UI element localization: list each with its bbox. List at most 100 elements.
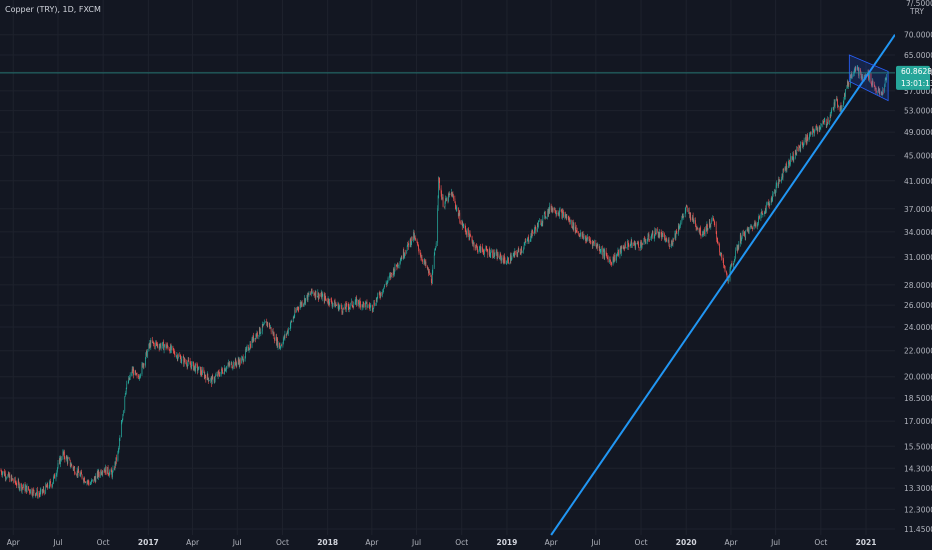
candle (744, 236, 746, 240)
candle (296, 307, 298, 313)
candle (477, 246, 478, 254)
candle (320, 289, 322, 298)
candle (602, 245, 604, 259)
candle (290, 320, 292, 329)
candle (203, 370, 205, 380)
candle (386, 280, 388, 287)
candle (4, 469, 5, 477)
candle (538, 219, 539, 229)
trend-line[interactable] (550, 34, 896, 536)
candle (678, 223, 679, 236)
candle (631, 239, 633, 249)
candle (826, 123, 828, 128)
candle (451, 192, 453, 198)
candle (884, 78, 886, 87)
candle (734, 256, 736, 262)
drawings-layer[interactable] (550, 34, 896, 536)
candle (301, 300, 303, 308)
candle (111, 467, 112, 473)
candle (47, 482, 48, 490)
candle (755, 221, 756, 228)
candle (63, 449, 65, 456)
candle (814, 128, 815, 137)
candle (466, 228, 468, 238)
candle (430, 274, 432, 284)
candle (45, 484, 47, 488)
candle (527, 237, 528, 242)
candle (655, 232, 657, 236)
candle (482, 248, 484, 254)
candle (587, 233, 588, 241)
candle (626, 247, 628, 249)
candle (118, 448, 119, 455)
candle (231, 360, 232, 366)
candle (329, 298, 330, 306)
candle (379, 290, 381, 299)
candle (834, 99, 836, 109)
candle (7, 474, 9, 479)
candle (565, 211, 566, 219)
candle (104, 467, 105, 472)
candle (306, 294, 308, 301)
time-axis[interactable]: Apr Jul Oct 2017 Apr Jul Oct 2018 Apr Jul Oct 2019 A… (7, 538, 877, 547)
candle (455, 204, 457, 211)
candle (262, 323, 264, 328)
candle (57, 460, 59, 470)
candle (614, 252, 615, 263)
price-tick-label: 14.3000 (904, 464, 932, 473)
candle (781, 176, 782, 184)
candle (535, 225, 536, 230)
candle (362, 304, 363, 308)
candle (557, 209, 559, 216)
candle (448, 192, 449, 203)
candle (38, 490, 40, 499)
candle (644, 237, 646, 243)
candle (520, 252, 522, 256)
candle (86, 480, 88, 486)
candle (12, 478, 14, 481)
candle (595, 240, 597, 247)
candle (638, 247, 640, 251)
candle (311, 288, 313, 293)
candle (438, 176, 440, 183)
candle (589, 239, 591, 243)
candle (66, 455, 68, 459)
candle (273, 331, 275, 339)
candle (42, 488, 44, 494)
candle (234, 361, 236, 369)
candles-layer (0, 64, 889, 499)
candle (142, 363, 144, 368)
candle (827, 116, 829, 125)
candle (52, 482, 53, 489)
candle (442, 194, 444, 208)
candle (438, 176, 440, 199)
candle (486, 248, 488, 252)
candle (846, 85, 848, 90)
candle (830, 110, 832, 117)
candle (736, 244, 738, 251)
candle (232, 360, 234, 369)
candle (461, 219, 463, 225)
candle (851, 74, 853, 79)
candle (413, 230, 415, 240)
candle (434, 248, 436, 256)
candle (869, 73, 870, 83)
candle (69, 459, 71, 468)
candle (475, 244, 477, 250)
candle (645, 238, 647, 245)
candle (755, 221, 757, 229)
candle (66, 457, 68, 466)
candle (648, 231, 650, 243)
candle (856, 65, 858, 71)
parallel-channel[interactable] (848, 54, 889, 102)
candle (620, 246, 622, 255)
candle (119, 438, 120, 450)
candle (332, 301, 333, 309)
candle (582, 230, 584, 239)
last-price-badge: 60.8628 13:01:13 (896, 65, 932, 90)
candle (578, 230, 580, 236)
candle (224, 365, 225, 375)
candle (667, 238, 669, 243)
candle (598, 244, 600, 251)
